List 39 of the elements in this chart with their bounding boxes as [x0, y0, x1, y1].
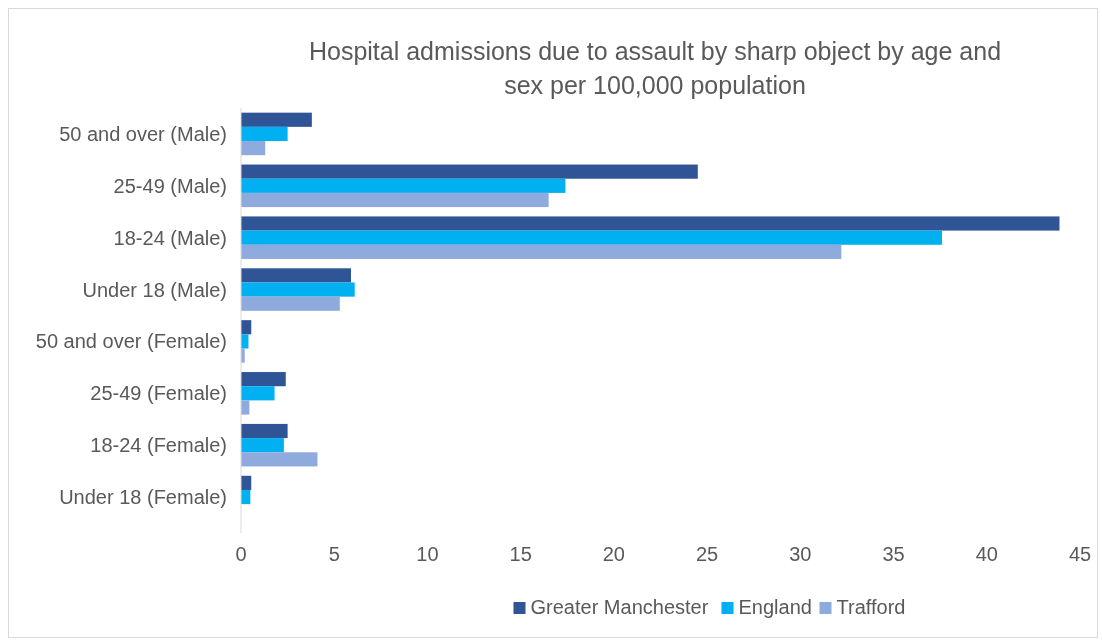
bar: [241, 126, 288, 142]
bar: [241, 452, 318, 467]
legend-label: Greater Manchester: [530, 596, 709, 618]
y-tick-label: Under 18 (Male): [82, 278, 227, 301]
x-tick-label: 40: [975, 543, 998, 565]
x-tick-label: 5: [328, 543, 340, 565]
y-tick-label: 25-49 (Male): [113, 174, 227, 197]
bar: [241, 423, 288, 439]
bar: [241, 230, 943, 245]
bar: [241, 372, 286, 387]
bar: [241, 141, 266, 156]
x-tick-label: 0: [235, 543, 247, 565]
bar: [241, 164, 698, 179]
y-tick-label: 50 and over (Female): [35, 330, 227, 353]
chart-title: Hospital admissions due to assault by sharp object by age and sex per 100,000 population: [308, 37, 1002, 99]
legend-label: Trafford: [836, 596, 906, 618]
x-tick-label: 25: [695, 543, 719, 565]
bar: [241, 216, 1060, 231]
y-tick-label: 18-24 (Female): [90, 434, 227, 457]
bar: [241, 192, 549, 208]
x-tick-label: 20: [602, 543, 626, 565]
x-tick-label: 30: [789, 543, 812, 565]
legend-label: England: [738, 596, 812, 618]
bar: [241, 282, 355, 297]
bar: [241, 178, 566, 193]
bar: [241, 112, 312, 127]
y-tick-label: 25-49 (Female): [90, 382, 227, 405]
bar: [241, 438, 284, 453]
bar: [241, 268, 351, 283]
y-tick-label: Under 18 (Female): [59, 486, 227, 509]
x-tick-label: 45: [1068, 543, 1092, 565]
bar: [241, 296, 340, 311]
x-tick-label: 35: [882, 543, 905, 565]
y-tick-label: 18-24 (Male): [113, 226, 227, 249]
x-tick-label: 15: [509, 543, 532, 565]
bar: [241, 244, 842, 259]
x-tick-label: 10: [416, 543, 439, 565]
y-tick-label: 50 and over (Male): [59, 122, 227, 145]
bar: [241, 386, 275, 401]
